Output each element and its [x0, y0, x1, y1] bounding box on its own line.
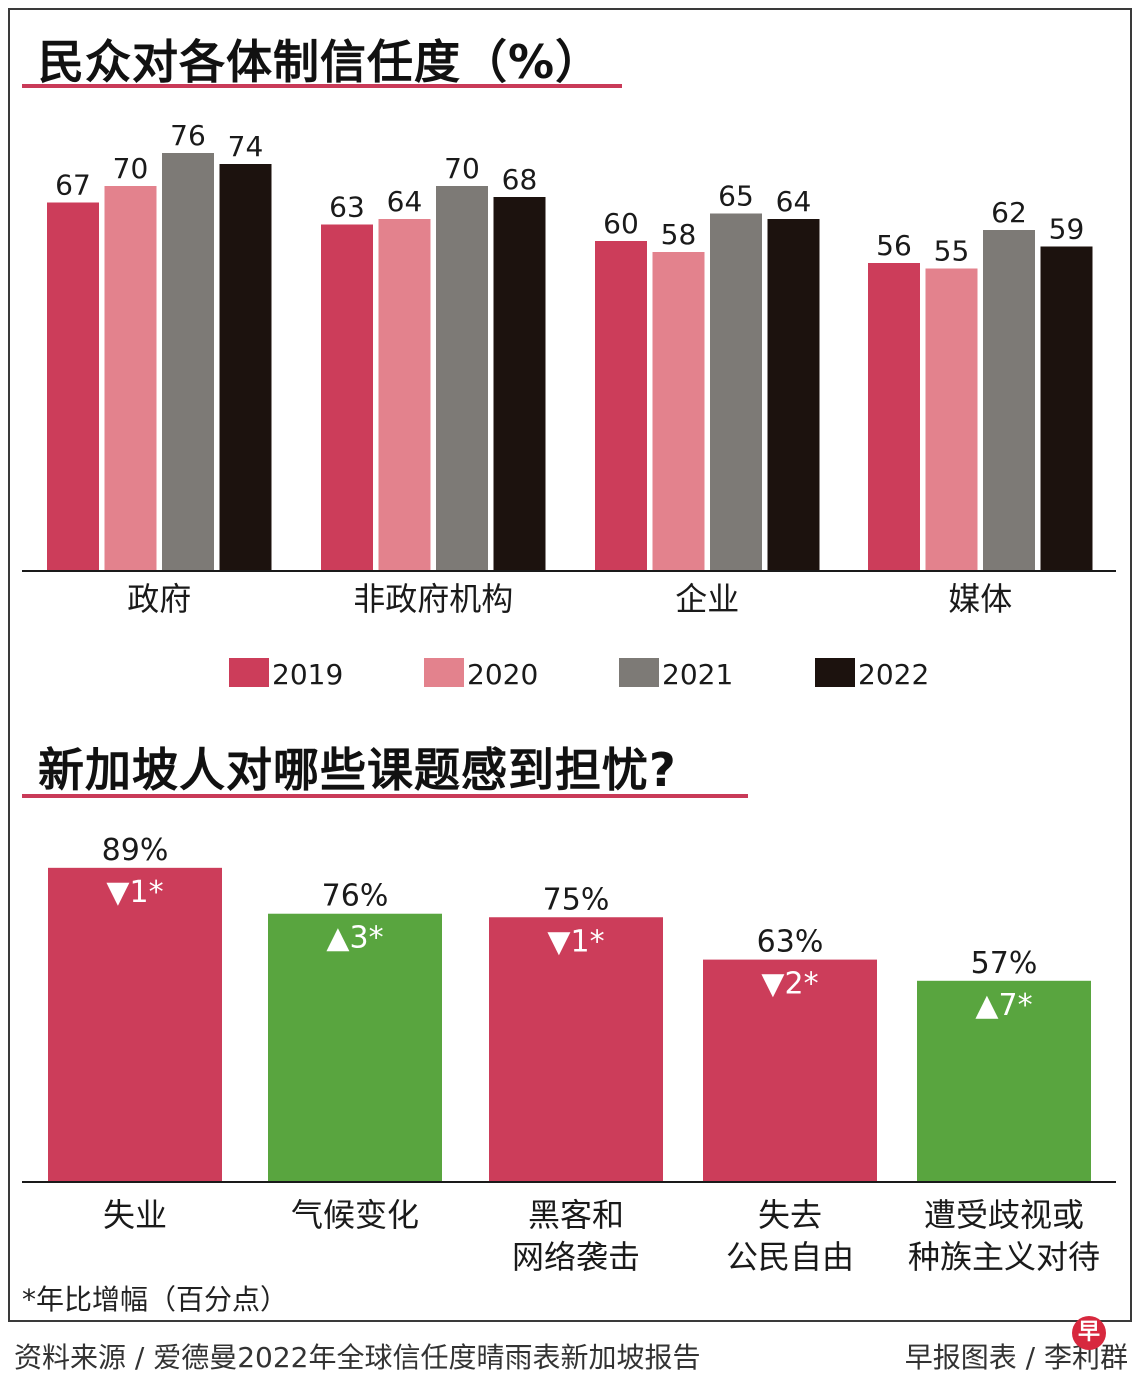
bar-2020-0: [104, 186, 157, 571]
legend-swatch-2022: [815, 658, 855, 687]
bar-2022-2: [767, 219, 820, 571]
category-label-2: 企业: [675, 580, 739, 618]
bar-2020-3: [925, 268, 978, 571]
data-label-2022-0: 74: [228, 130, 264, 163]
worry-value-label-3: 63%: [757, 925, 824, 960]
chart1-title-underline: [22, 84, 622, 88]
category-label-0: 政府: [127, 580, 191, 618]
data-label-2022-2: 64: [776, 185, 812, 218]
data-label-2019-1: 63: [329, 191, 365, 224]
data-label-2019-2: 60: [603, 207, 639, 240]
worry-category-label-3-0: 失去: [758, 1196, 822, 1234]
worry-category-label-4-1: 种族主义对待: [908, 1238, 1100, 1276]
worry-change-label-2: ▼1*: [547, 924, 604, 959]
bar-2021-2: [710, 213, 762, 571]
data-label-2021-3: 62: [991, 196, 1027, 229]
legend-label-2019: 2019: [272, 658, 343, 691]
bar-2021-1: [436, 186, 488, 571]
legend-swatch-2021: [619, 658, 659, 687]
bar-2019-3: [868, 263, 920, 571]
data-label-2019-0: 67: [55, 169, 91, 202]
worry-category-label-2-1: 网络袭击: [512, 1238, 640, 1276]
bar-2019-1: [321, 224, 373, 571]
data-label-2020-2: 58: [661, 218, 697, 251]
legend-label-2021: 2021: [662, 658, 733, 691]
worry-value-label-4: 57%: [971, 946, 1038, 981]
legend-label-2022: 2022: [858, 658, 929, 691]
chart2-title: 新加坡人对哪些课题感到担忧?: [38, 743, 677, 797]
bar-2020-2: [652, 252, 705, 571]
bar-2022-3: [1040, 246, 1093, 571]
worry-bar-2: [489, 917, 663, 1182]
data-label-2022-1: 68: [502, 163, 538, 196]
worry-change-label-0: ▼1*: [106, 875, 163, 910]
chart1-title: 民众对各体制信任度（%）: [38, 35, 603, 89]
data-label-2022-3: 59: [1049, 213, 1085, 246]
worry-value-label-1: 76%: [322, 879, 389, 914]
legend-swatch-2020: [424, 658, 464, 687]
worry-category-label-0-0: 失业: [103, 1196, 167, 1234]
data-label-2019-3: 56: [876, 229, 912, 262]
bar-2022-1: [493, 197, 546, 571]
worry-change-label-1: ▲3*: [326, 921, 383, 956]
bar-2019-0: [47, 202, 99, 571]
worry-category-label-1-0: 气候变化: [291, 1196, 419, 1234]
legend-label-2020: 2020: [467, 658, 538, 691]
bar-2020-1: [378, 219, 431, 571]
zaobao-logo: 早: [1072, 1316, 1106, 1350]
worry-category-label-4-0: 遭受歧视或: [924, 1196, 1084, 1234]
data-label-2021-2: 65: [718, 180, 754, 213]
bar-2022-0: [219, 164, 272, 571]
category-label-3: 媒体: [948, 580, 1012, 618]
legend-swatch-2019: [229, 658, 269, 687]
chart2-title-underline: [22, 794, 748, 798]
data-label-2021-0: 76: [170, 119, 206, 152]
worry-change-label-4: ▲7*: [975, 988, 1032, 1023]
data-label-2021-1: 70: [444, 152, 480, 185]
worry-bar-0: [48, 867, 222, 1182]
data-label-2020-3: 55: [934, 235, 970, 268]
footnote: *年比增幅（百分点）: [22, 1283, 289, 1316]
bar-2021-3: [983, 230, 1035, 571]
bar-2021-0: [162, 153, 214, 571]
bar-2019-2: [595, 241, 647, 571]
data-label-2020-1: 64: [387, 185, 423, 218]
category-label-1: 非政府机构: [353, 580, 513, 618]
worry-bar-1: [268, 913, 442, 1182]
worry-value-label-2: 75%: [543, 882, 610, 917]
worry-category-label-3-1: 公民自由: [726, 1238, 854, 1276]
worry-bar-4: [917, 980, 1091, 1182]
worry-change-label-3: ▼2*: [761, 967, 818, 1002]
source-note: 资料来源 / 爱德曼2022年全球信任度晴雨表新加坡报告: [14, 1341, 701, 1374]
worry-category-label-2-0: 黑客和: [528, 1196, 624, 1234]
worry-value-label-0: 89%: [102, 833, 169, 868]
worry-bar-3: [703, 959, 877, 1182]
data-label-2020-0: 70: [113, 152, 149, 185]
